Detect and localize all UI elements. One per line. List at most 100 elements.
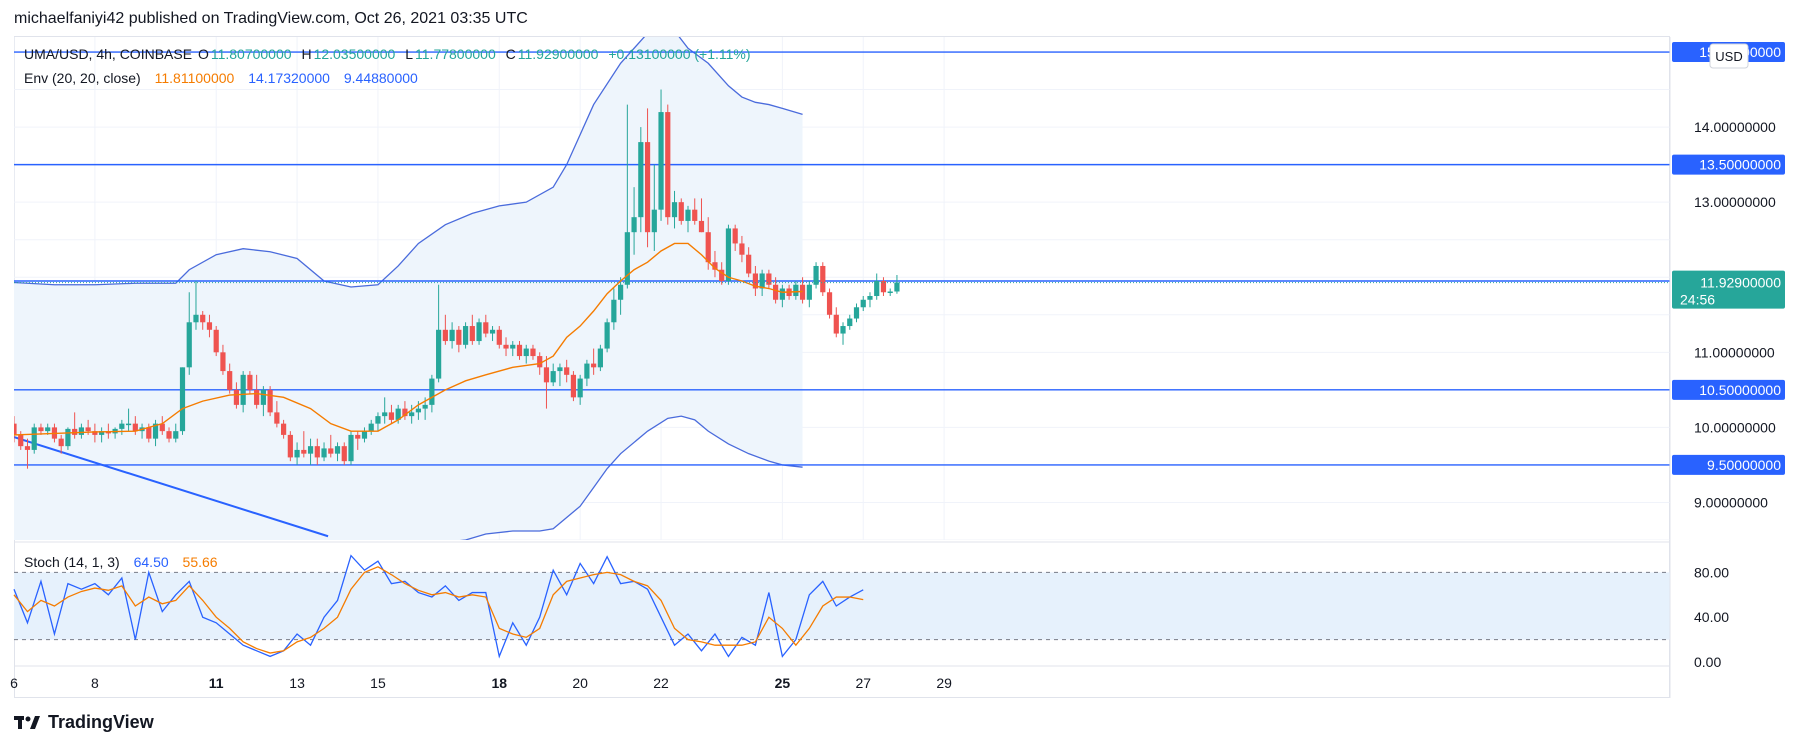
candle-body bbox=[247, 374, 253, 390]
price-axis-tick: 13.00000000 bbox=[1694, 194, 1776, 210]
open-label: O bbox=[197, 46, 209, 62]
candle-body bbox=[456, 329, 462, 345]
candle-body bbox=[213, 329, 219, 353]
candle-body bbox=[813, 265, 819, 285]
candle-body bbox=[604, 322, 610, 349]
candle-body bbox=[624, 232, 630, 285]
candle-body bbox=[72, 428, 78, 435]
candle-body bbox=[483, 322, 489, 334]
candle-body bbox=[368, 423, 374, 432]
candle-body bbox=[274, 412, 280, 424]
candle-body bbox=[260, 389, 266, 405]
candle-body bbox=[793, 284, 799, 297]
candle-body bbox=[496, 329, 502, 345]
candle-body bbox=[766, 273, 772, 285]
candle-body bbox=[564, 367, 570, 375]
candle-body bbox=[206, 322, 213, 330]
candle-body bbox=[806, 284, 812, 300]
candle-body bbox=[658, 112, 664, 210]
low-value: 11.77800000 bbox=[415, 46, 496, 62]
candle-body bbox=[705, 232, 711, 263]
candle-body bbox=[523, 348, 529, 357]
candle-body bbox=[847, 318, 853, 327]
candle-body bbox=[220, 352, 226, 372]
price-axis-tick: 9.00000000 bbox=[1694, 494, 1768, 510]
last-price-tag bbox=[1672, 270, 1785, 309]
candle-body bbox=[119, 423, 125, 429]
envelope-upper-value: 14.17320000 bbox=[248, 70, 330, 86]
candle-body bbox=[597, 348, 603, 368]
candle-body bbox=[759, 273, 765, 289]
candle-body bbox=[409, 412, 415, 417]
candle-body bbox=[773, 284, 779, 300]
time-axis-tick: 8 bbox=[91, 675, 99, 691]
candle-body bbox=[462, 326, 469, 345]
candle-body bbox=[739, 243, 745, 255]
candle-body bbox=[267, 389, 273, 413]
candle-body bbox=[395, 408, 401, 420]
stoch-legend: Stoch (14, 1, 3) 64.50 55.66 bbox=[24, 554, 220, 570]
candle-body bbox=[361, 431, 368, 439]
candle-body bbox=[200, 314, 206, 323]
candle-body bbox=[874, 280, 880, 297]
time-axis-tick: 11 bbox=[209, 675, 224, 691]
candle-body bbox=[577, 378, 583, 398]
candle-body bbox=[31, 427, 37, 450]
trendline bbox=[14, 435, 329, 538]
candle-body bbox=[779, 288, 785, 300]
candle-body bbox=[328, 448, 334, 454]
envelope-fill bbox=[14, 37, 803, 540]
candle-body bbox=[449, 329, 455, 342]
candle-body bbox=[281, 423, 287, 435]
envelope-label[interactable]: Env (20, 20, close) bbox=[24, 70, 141, 86]
candle-body bbox=[78, 427, 84, 435]
candle-body bbox=[348, 434, 354, 462]
candle-body bbox=[685, 209, 691, 221]
candle-body bbox=[125, 423, 132, 426]
candle-body bbox=[530, 348, 536, 357]
candle-body bbox=[65, 428, 71, 447]
candle-body bbox=[85, 427, 91, 432]
candle-body bbox=[510, 344, 516, 349]
candle-body bbox=[402, 408, 408, 417]
time-axis-tick: 29 bbox=[936, 675, 952, 691]
price-axis-tick: 10.00000000 bbox=[1694, 419, 1776, 435]
tradingview-brand[interactable]: TradingView bbox=[14, 712, 154, 733]
candle-body bbox=[833, 314, 839, 334]
symbol-label[interactable]: UMA/USD, 4h, COINBASE bbox=[24, 46, 193, 62]
time-axis-tick: 15 bbox=[370, 675, 386, 691]
currency-badge-label: USD bbox=[1715, 49, 1742, 64]
stoch-series-line bbox=[13, 566, 864, 654]
price-axis-tick: 14.00000000 bbox=[1694, 119, 1776, 135]
candle-body bbox=[692, 209, 698, 221]
envelope-basis-value: 11.81100000 bbox=[154, 70, 235, 86]
candle-body bbox=[719, 269, 725, 281]
candle-body bbox=[429, 378, 435, 405]
candle-body bbox=[227, 371, 233, 390]
envelope-basis-line bbox=[14, 242, 803, 436]
price-pane bbox=[14, 37, 1670, 540]
price-axis-tick: 11.00000000 bbox=[1694, 344, 1775, 360]
candle-body bbox=[375, 416, 381, 424]
envelope-upper-line bbox=[14, 37, 803, 288]
candle-body bbox=[159, 423, 165, 432]
time-axis-tick: 25 bbox=[775, 675, 791, 691]
candle-body bbox=[92, 431, 98, 435]
candle-body bbox=[355, 434, 361, 439]
candle-body bbox=[503, 344, 509, 349]
candle-body bbox=[179, 367, 186, 432]
candle-body bbox=[24, 446, 31, 450]
stoch-axis-tick: 80.00 bbox=[1694, 564, 1729, 580]
time-axis-tick: 27 bbox=[855, 675, 871, 691]
stoch-label[interactable]: Stoch (14, 1, 3) bbox=[24, 554, 120, 570]
candle-body bbox=[550, 371, 556, 383]
candle-body bbox=[584, 363, 590, 379]
level-price-label: 10.50000000 bbox=[1699, 382, 1781, 398]
candle-body bbox=[294, 449, 300, 458]
candle-body bbox=[334, 446, 341, 454]
candle-body bbox=[644, 142, 651, 233]
candle-body bbox=[638, 142, 644, 218]
candle-body bbox=[698, 220, 705, 233]
candle-body bbox=[665, 112, 671, 218]
